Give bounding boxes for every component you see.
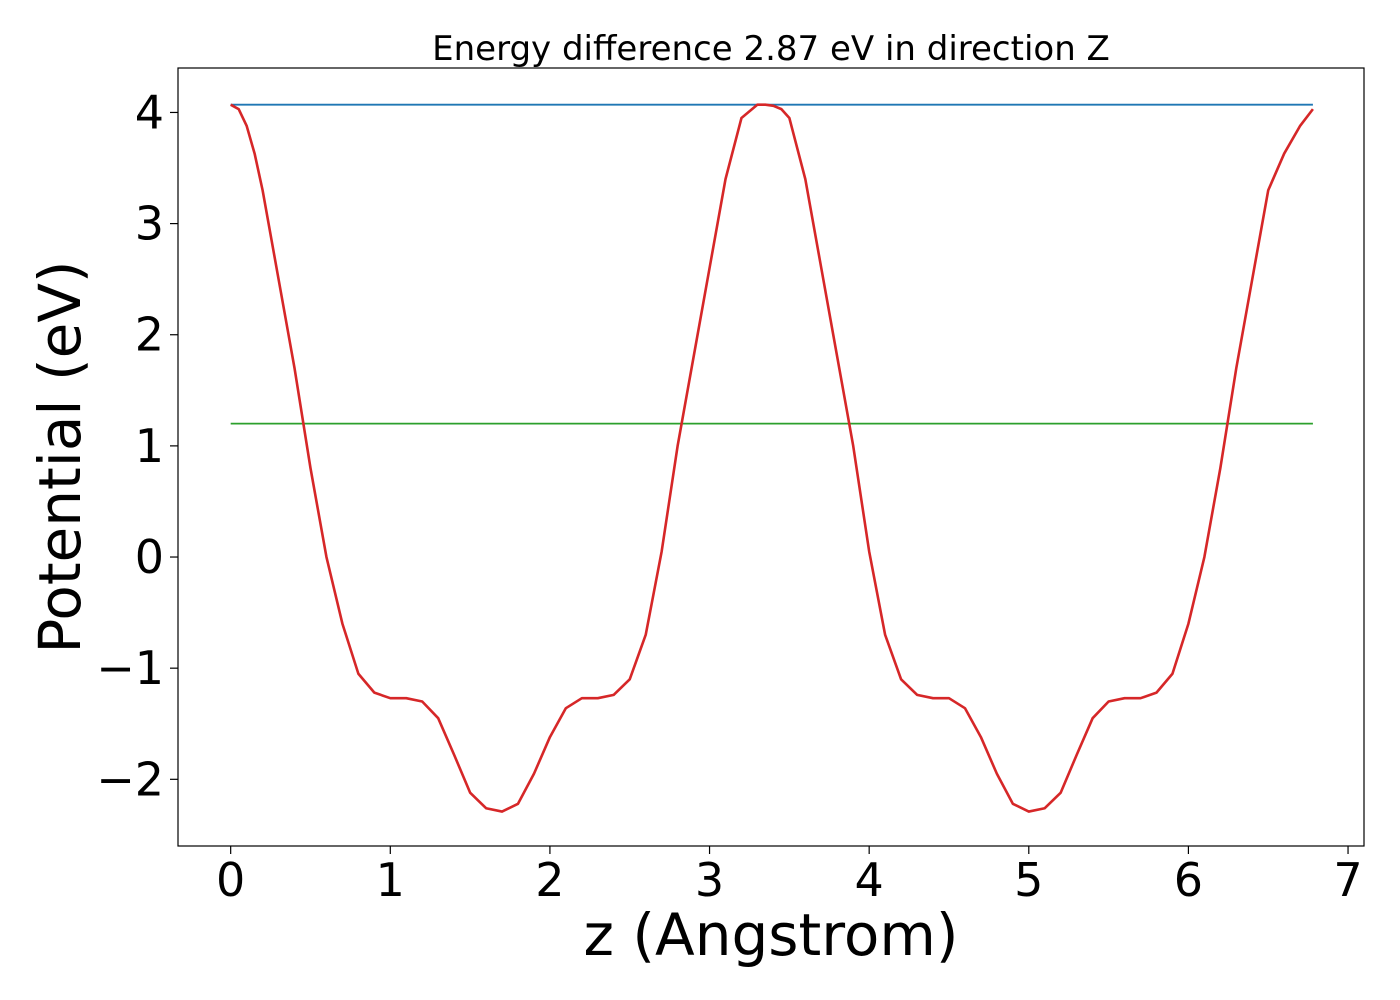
x-tick-label: 4 — [855, 853, 884, 907]
x-tick-label: 2 — [535, 853, 564, 907]
y-axis-label: Potential (eV) — [26, 260, 94, 653]
x-axis-label: z (Angstrom) — [584, 901, 959, 969]
y-tick-label: 3 — [135, 197, 164, 251]
x-tick-label: 6 — [1174, 853, 1203, 907]
y-tick-label: 2 — [135, 308, 164, 362]
y-tick-label: 0 — [135, 530, 164, 584]
x-tick-label: 3 — [695, 853, 724, 907]
y-tick-label: 4 — [135, 85, 164, 139]
potential-curve — [230, 103, 1314, 813]
y-axis-ticks: −2 −1 0 1 2 3 4 — [96, 85, 178, 806]
x-axis-ticks: 0 1 2 3 4 5 6 7 — [216, 846, 1363, 907]
x-tick-label: 5 — [1014, 853, 1043, 907]
x-tick-label: 7 — [1333, 853, 1362, 907]
chart-title: Energy difference 2.87 eV in direction Z — [432, 29, 1110, 69]
y-tick-label: −2 — [96, 752, 164, 806]
x-tick-label: 0 — [216, 853, 245, 907]
x-tick-label: 1 — [376, 853, 405, 907]
y-tick-label: −1 — [96, 641, 164, 695]
plot-area — [230, 103, 1314, 813]
y-tick-label: 1 — [135, 419, 164, 473]
plot-frame — [177, 67, 1365, 847]
